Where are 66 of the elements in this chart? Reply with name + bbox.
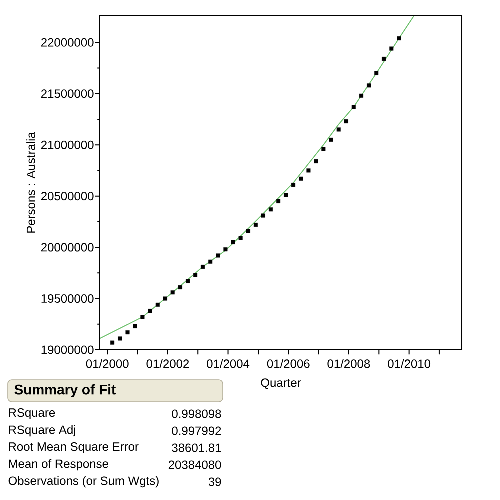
point	[178, 285, 182, 290]
x-axis-title: Quarter	[261, 378, 302, 390]
point	[276, 199, 281, 204]
point	[194, 273, 198, 278]
point	[268, 208, 273, 212]
point	[284, 193, 288, 198]
point	[382, 57, 386, 62]
y-tick-label: 22000000	[41, 38, 94, 47]
text: Summary of Fit	[14, 384, 116, 398]
point	[126, 330, 130, 335]
point	[224, 248, 228, 252]
line-series	[100, 16, 415, 340]
point	[238, 236, 243, 240]
text: Root Mean Square Error	[9, 442, 139, 454]
text: Mean of Response	[9, 459, 108, 471]
x-tick-label: 01/2000	[86, 359, 129, 368]
y-tick-label: 21500000	[41, 90, 94, 98]
point	[359, 94, 364, 98]
point	[170, 290, 175, 295]
y-tick-label: 19500000	[42, 294, 94, 304]
point	[344, 120, 348, 124]
text: 38601.81	[172, 444, 222, 452]
point	[148, 309, 152, 314]
point	[292, 183, 296, 188]
point	[254, 222, 258, 228]
point	[322, 147, 326, 152]
x-tick-label: 01/2002	[146, 359, 190, 368]
x-tick-label: 01/2004	[207, 359, 250, 368]
point	[140, 315, 145, 320]
text: RSquare Adj	[9, 425, 76, 437]
point	[329, 138, 334, 142]
text: 20384080	[168, 460, 222, 470]
point	[208, 260, 213, 264]
point	[156, 302, 160, 307]
text: RSquare	[9, 408, 56, 420]
point	[163, 296, 168, 301]
point	[118, 336, 122, 341]
point	[352, 105, 356, 110]
point	[261, 214, 266, 218]
point	[374, 71, 379, 76]
x-tick-label: 01/2006	[267, 359, 310, 368]
text: 0.998098	[172, 410, 222, 418]
point	[200, 265, 206, 270]
point	[314, 159, 318, 164]
point	[133, 324, 138, 328]
point	[110, 340, 115, 345]
point	[231, 240, 236, 244]
text: Observations (or Sum Wgts)	[8, 476, 159, 488]
point	[216, 254, 220, 258]
point	[397, 36, 402, 41]
point	[367, 84, 372, 88]
text: 0.997992	[172, 426, 222, 436]
y-tick-label: 19000000	[42, 346, 94, 354]
point	[390, 46, 394, 51]
point	[336, 128, 341, 132]
y-axis-title: Persons : Australia	[26, 132, 36, 233]
point	[186, 279, 190, 284]
y-tick-label: 21000000	[41, 140, 94, 150]
y-tick-label: 20500000	[41, 192, 94, 201]
point	[299, 176, 304, 181]
x-tick-label: 01/2008	[328, 359, 370, 368]
point	[306, 168, 311, 173]
text: 39	[208, 478, 222, 486]
x-tick-label: 01/2010	[388, 359, 431, 368]
point	[246, 229, 250, 234]
y-tick-label: 20000000	[41, 243, 94, 252]
